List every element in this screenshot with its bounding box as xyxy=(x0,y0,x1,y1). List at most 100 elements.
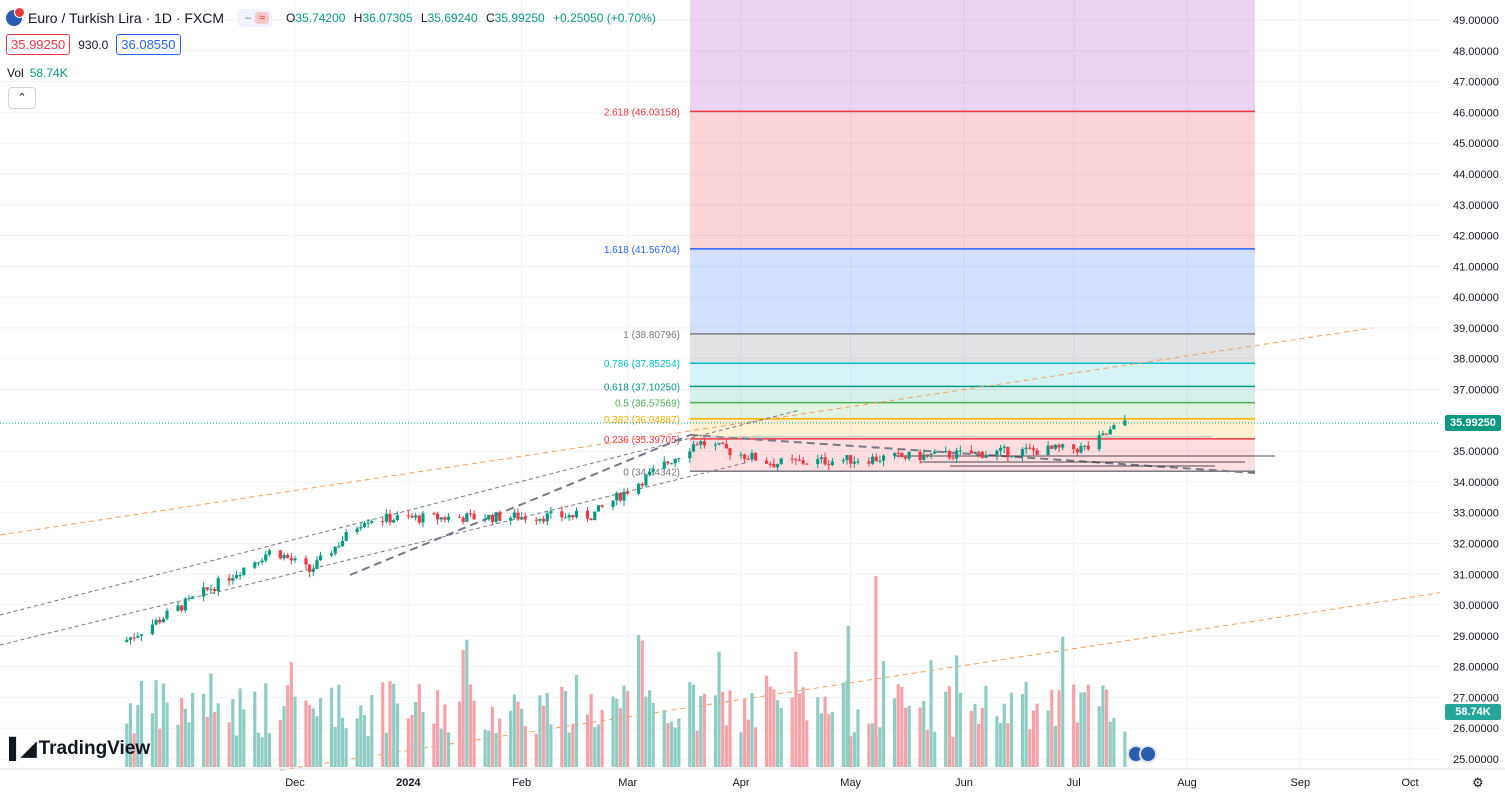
volume-bar xyxy=(721,691,725,767)
candle-body xyxy=(618,493,622,501)
candle-body xyxy=(615,493,619,501)
volume-bar xyxy=(713,695,718,767)
volume-bar xyxy=(666,723,670,767)
candle-body xyxy=(1009,456,1014,458)
wedge-line xyxy=(689,434,1256,474)
volume-bar xyxy=(286,685,290,767)
volume-bar xyxy=(929,660,933,767)
volume-bar xyxy=(523,725,527,767)
fib-zone xyxy=(690,0,1255,112)
candle-body xyxy=(234,575,239,579)
candle-body xyxy=(205,587,209,590)
price-tick-label: 38.00000 xyxy=(1453,354,1499,366)
gear-icon[interactable]: ⚙ xyxy=(1472,775,1484,790)
eu-flag-icon[interactable] xyxy=(1139,745,1157,763)
candle-body xyxy=(925,454,930,456)
event-markers[interactable] xyxy=(1127,745,1157,763)
buy-button[interactable]: 36.08550 xyxy=(116,34,181,55)
volume-bar xyxy=(892,698,897,767)
candle-body xyxy=(739,454,743,456)
symbol-title[interactable]: Euro / Turkish Lira · 1D · FXCM xyxy=(28,10,225,26)
candle-body xyxy=(282,555,286,559)
volume-bar xyxy=(622,685,626,767)
candle-body xyxy=(161,618,165,623)
fib-level-label: 2.618 (46.03158) xyxy=(604,107,680,118)
candle-body xyxy=(154,619,158,625)
wave-icon[interactable]: ≈ xyxy=(255,12,270,24)
candle-body xyxy=(520,517,524,520)
candle-body xyxy=(136,635,140,638)
candle-body xyxy=(267,550,272,555)
candle-body xyxy=(333,546,337,554)
candle-body xyxy=(819,457,824,460)
candle-body xyxy=(227,578,231,581)
candle-body xyxy=(567,515,571,518)
volume-bar xyxy=(278,719,282,767)
candle-body xyxy=(827,464,831,466)
volume-bar xyxy=(180,697,184,767)
candle-body xyxy=(779,458,783,465)
volume-bar xyxy=(571,723,575,767)
volume-bar xyxy=(421,711,425,767)
candle-body xyxy=(498,512,502,521)
candle-body xyxy=(1028,447,1032,449)
volume-bar xyxy=(1079,692,1083,767)
volume-bar xyxy=(538,695,542,767)
sell-button[interactable]: 35.99250 xyxy=(6,34,71,55)
volume-bar xyxy=(267,733,272,767)
volume-bar xyxy=(359,705,363,767)
candle-body xyxy=(841,460,845,462)
candle-body xyxy=(1079,446,1083,453)
volume-bar xyxy=(132,733,136,767)
candle-body xyxy=(165,610,169,619)
volume-bar xyxy=(264,683,268,767)
volume-bar xyxy=(1097,706,1101,767)
candle-body xyxy=(713,444,718,446)
candle-body xyxy=(318,555,323,561)
candle-body xyxy=(1072,444,1076,450)
quote-row: 35.99250 930.0 36.08550 xyxy=(6,34,181,55)
volume-bar xyxy=(242,709,246,767)
last-volume-label: 58.74K xyxy=(1445,704,1501,720)
collapse-legend-button[interactable]: ⌃ xyxy=(8,87,36,109)
volume-bar xyxy=(691,684,696,767)
candle-body xyxy=(699,441,703,445)
candle-body xyxy=(691,444,696,452)
candle-body xyxy=(1104,433,1109,435)
time-tick-label: Jul xyxy=(1067,777,1081,789)
candle-body xyxy=(523,517,527,520)
indicator-toggle[interactable]: – ≈ xyxy=(238,9,273,27)
volume-bar xyxy=(545,692,549,767)
volume-bar xyxy=(702,693,707,767)
candle-body xyxy=(457,516,462,518)
candle-body xyxy=(1002,446,1006,448)
candle-body xyxy=(644,474,648,486)
volume-bar xyxy=(688,681,692,767)
candle-body xyxy=(845,455,849,461)
volume-bar xyxy=(150,713,155,767)
fib-zone xyxy=(690,333,1255,364)
candle-body xyxy=(370,521,374,523)
candle-body xyxy=(490,514,495,522)
volume-bar xyxy=(435,690,440,767)
volume-bar xyxy=(984,685,988,767)
time-tick-label: May xyxy=(840,777,861,789)
volume-bar xyxy=(611,696,615,767)
volume-bar xyxy=(717,651,721,767)
tv-logo-icon: ▌◢ xyxy=(9,738,37,760)
volume-bar xyxy=(596,724,601,767)
candle-body xyxy=(746,458,750,460)
candle-body xyxy=(253,562,257,568)
volume-bar xyxy=(289,662,293,767)
price-tick-label: 48.00000 xyxy=(1453,46,1499,58)
volume-bar xyxy=(746,719,750,767)
minus-icon[interactable]: – xyxy=(244,12,252,24)
candle-body xyxy=(260,560,264,563)
volume-bar xyxy=(973,703,977,767)
ohlc-values: O35.74200 H36.07305 L35.69240 C35.99250 … xyxy=(286,11,656,25)
candle-body xyxy=(125,639,129,642)
candle-body xyxy=(410,515,414,518)
candle-body xyxy=(768,463,772,465)
volume-bar xyxy=(728,690,732,767)
